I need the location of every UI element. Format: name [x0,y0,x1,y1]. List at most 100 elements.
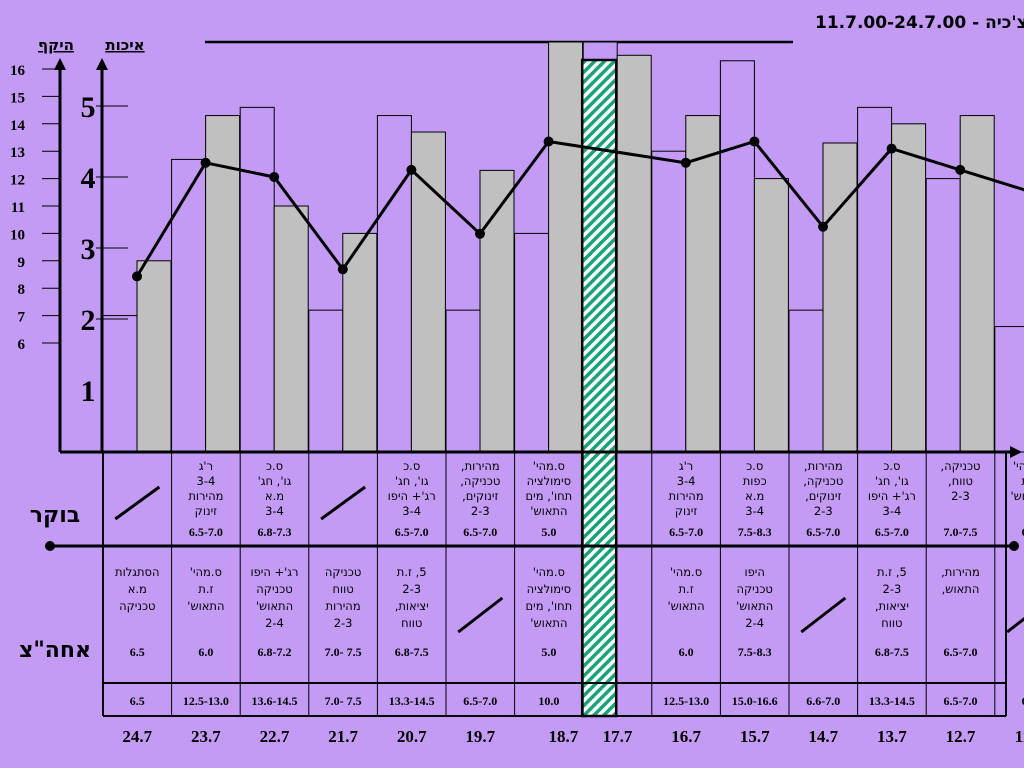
afternoon-session-text: 5, ז.ת [397,565,427,579]
morning-session-text: 2-3 [814,504,833,518]
volume-bar-actual [822,142,858,453]
volume-bar-actual [753,178,789,453]
daily-total: 6.0 [1022,694,1024,708]
morning-session-text: ז.ת [1021,474,1024,488]
volume-tick-label: 15 [10,90,25,106]
afternoon-session-text: טכניקה [737,582,773,596]
quality-tick-label: 3 [81,233,96,266]
volume-tick-label: 7 [18,310,26,326]
morning-session-text: ר'ג [199,459,213,473]
date-label: 15.7 [740,727,770,746]
morning-session-text: זינוקים, [805,489,841,503]
no-training-slash [114,485,161,521]
date-label: 21.7 [328,727,358,746]
afternoon-session-text: התאוש' [256,599,293,613]
morning-session-text: סימולציה [527,474,571,488]
morning-session-text: 2-3 [471,504,490,518]
morning-session-text: רג'+ היפו [388,489,436,503]
volume-bar-actual [685,115,721,453]
quality-axis-arrow [96,58,108,70]
volume-tick-label: 12 [10,173,25,189]
volume-tick-label: 14 [10,118,26,134]
afternoon-session-text: ס.מהי' [670,565,702,579]
afternoon-session-text: מ.א [128,582,147,596]
afternoon-session-text: 2-3 [334,616,353,630]
morning-session-text: ס.כ [403,459,420,473]
quality-axis-label: איכות [105,36,144,54]
volume-bar-plan [651,150,687,453]
daily-total: 12.5-13.0 [183,694,229,708]
daily-total: 6.6-7.0 [806,694,840,708]
morning-volume: 6.5-7.0 [395,525,429,539]
quality-point [200,157,211,168]
daily-total: 6.5-7.0 [463,694,497,708]
no-training-slash [320,485,366,521]
afternoon-session-text: התאוש' [667,599,704,613]
afternoon-session-text: טכניקה [119,599,155,613]
morning-session-text: ס.כ [883,459,900,473]
afternoon-session-text: התאוש' [187,599,224,613]
morning-session-text: התאוש' [530,504,567,518]
morning-session-text: זינוק [195,504,217,518]
morning-session-text: טכניקה, [460,474,500,488]
volume-bar-actual [410,131,446,453]
date-label: 18.7 [548,727,578,746]
no-training-slash [800,596,847,634]
morning-session-text: מהירות, [804,459,843,473]
volume-bar-plan [239,106,275,453]
afternoon-session-text: מהירות, [941,565,980,579]
afternoon-session-text: טכניקה [325,565,361,579]
morning-session-text: 3-4 [745,504,764,518]
volume-axis-label: היקף [38,36,74,54]
morning-volume: 6.0 [1022,525,1024,539]
date-label: 16.7 [671,727,701,746]
morning-session-text: 3-4 [677,474,696,488]
afternoon-session-text: התאוש' [736,599,773,613]
afternoon-volume: 6.8-7.5 [395,645,429,659]
date-label: 19.7 [465,727,495,746]
quality-tick-label: 5 [81,91,96,124]
afternoon-session-text: 5, ז.ת [877,565,907,579]
morning-session-text: תחו', מים [526,489,573,503]
morning-session-text: ס.מהי' [533,459,565,473]
volume-axis-arrow [54,58,66,70]
afternoon-session-text: 2-3 [402,582,421,596]
quality-point [818,221,828,232]
chart-title: מחנה אימון, פרדוביצה, צ'כיה - 11.7.00-24… [815,13,1024,33]
volume-bar-actual [342,232,378,453]
afternoon-session-text: התאוש, [942,582,980,596]
volume-bar-plan [376,115,412,453]
volume-tick-label: 6 [18,337,26,353]
quality-point [132,271,142,282]
afternoon-session-text: 2-4 [265,616,284,630]
morning-session-text: כפות [743,474,767,488]
divider-dot-right [1009,541,1019,551]
volume-bar-plan [308,309,344,453]
morning-volume: 6.8-7.3 [258,525,292,539]
volume-tick-label: 9 [18,255,26,271]
afternoon-session-text: הסתגלות [115,565,160,579]
volume-bar-plan [445,309,481,453]
afternoon-volume: 5.0 [541,645,556,659]
rest-day-band [580,58,618,718]
morning-session-text: ס.כ [266,459,283,473]
date-label: 14.7 [808,727,838,746]
afternoon-session-text: סימולציה [527,582,571,596]
afternoon-session-text: תחו', מים [526,599,573,613]
date-label: 11.7 [1015,727,1024,746]
daily-total: 10.0 [538,694,559,708]
quality-tick-label: 4 [81,162,96,195]
quality-tick-label: 1 [81,375,96,408]
morning-session-text: 3-4 [402,504,421,518]
daily-total: 15.0-16.6 [732,694,778,708]
volume-tick-label: 11 [11,200,25,216]
afternoon-session-text: היפו [744,565,764,579]
morning-session-text: רג'+ היפו [868,489,916,503]
morning-volume: 6.5-7.0 [806,525,840,539]
quality-point [886,143,897,154]
volume-bar-plan [857,106,893,453]
morning-volume: 7.5-8.3 [738,525,772,539]
date-label: 12.7 [946,727,976,746]
morning-session-text: 3-4 [265,504,284,518]
morning-session-text: מהירות [188,489,223,503]
